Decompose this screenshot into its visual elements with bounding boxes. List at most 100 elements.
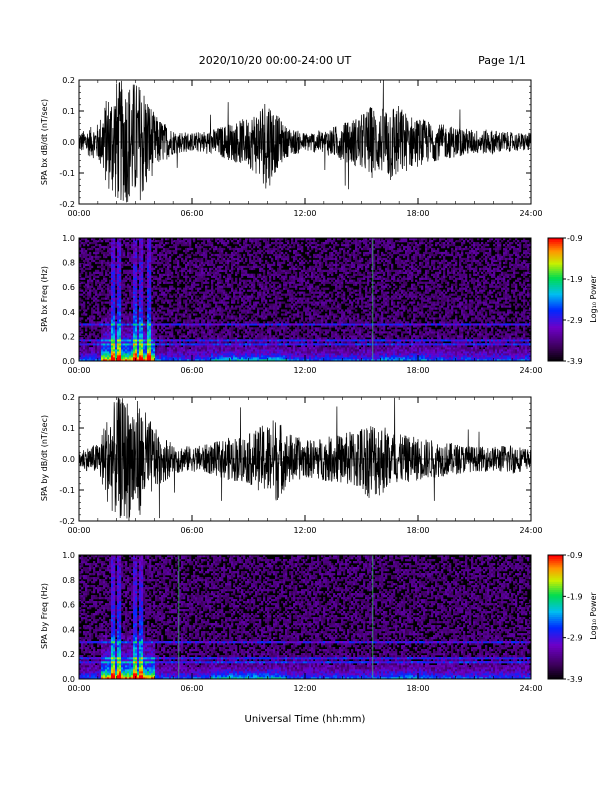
x-tick-label: 24:00 [519,209,542,218]
waveform-series [78,79,532,203]
colorbar-swatch [548,305,563,309]
colorbar-swatch [548,604,563,608]
colorbar-swatch [548,581,563,585]
colorbar-swatch [548,274,563,278]
colorbar-swatch [548,575,563,579]
colorbar-swatch [548,276,563,280]
colorbar-swatch [548,336,563,339]
y-tick-label: 0.0 [62,138,75,147]
spectrogram-cells [79,238,532,362]
y-tick-label: 0.1 [62,107,75,116]
colorbar-swatch [548,633,563,636]
colorbar-swatch [548,557,563,560]
by-waveform-plot: -0.2 -0.1 0.0 0.1 0.2 00:00 06:00 12:00 18:00 24:… [59,393,542,535]
colorbar-swatch [548,614,563,618]
colorbar-swatch [548,621,563,624]
colorbar-swatch [548,348,563,352]
y-tick-label: 0.4 [62,625,75,634]
x-tick-label: 12:00 [293,684,316,693]
colorbar-swatch [548,344,563,348]
x-tick-label: 18:00 [406,526,429,535]
colorbar-swatch [548,295,563,298]
colorbar-swatch [548,635,563,639]
y-tick-label: -0.2 [59,200,75,209]
colorbar-swatch [548,324,563,327]
colorbar-swatch [548,650,563,653]
colorbar-swatch [548,266,563,270]
bx-colorbar: Log₁₀ Power -0.9 -1.9 -2.9 -3.9 [547,234,598,366]
x-tick-label: 18:00 [406,209,429,218]
colorbar-swatch [548,250,563,253]
x-tick-label: 00:00 [67,209,90,218]
x-tick-label: 06:00 [180,526,203,535]
colorbar-swatch [548,262,563,266]
colorbar-swatch [548,606,563,610]
x-tick-label: 06:00 [180,684,203,693]
colorbar-swatch [548,654,563,657]
colorbar-swatch [548,563,563,566]
colorbar-swatch [548,561,563,564]
colorbar-swatch [548,565,563,568]
colorbar-swatch [548,674,563,678]
colorbar-swatch [548,289,563,292]
y-tick-label: 0.8 [62,259,75,268]
colorbar-swatch [548,610,563,614]
y-tick-label: -0.1 [59,486,75,495]
colorbar-swatch [548,602,563,605]
colorbar-swatch [548,260,563,263]
colorbar-swatch [548,617,563,620]
colorbar-swatch [548,590,563,593]
colorbar-swatch [548,637,563,641]
x-tick-label: 24:00 [519,526,542,535]
colorbar-swatch [548,569,563,572]
x-tick-label: 00:00 [67,366,90,375]
x-tick-label: 00:00 [67,684,90,693]
colorbar-tick-label: -3.9 [567,675,583,684]
colorbar-swatch [548,672,563,676]
y-tick-label: 0.2 [62,393,75,402]
y-tick-label: 0.2 [62,650,75,659]
colorbar-swatch [548,270,563,274]
x-tick-label: 12:00 [293,366,316,375]
colorbar-swatch [548,596,563,599]
colorbar-swatch [548,242,563,245]
x-tick-label: 06:00 [180,366,203,375]
colorbar-swatch [548,577,563,581]
colorbar-swatch [548,648,563,651]
colorbar-swatch [548,248,563,251]
bx-spectrogram-ylabel: SPA bx Freq (Hz) [40,266,49,332]
colorbar-swatch [548,287,563,290]
colorbar-swatch [548,303,563,307]
waveform-series [78,397,532,521]
colorbar-swatch [548,639,563,643]
y-tick-label: 0.0 [62,455,75,464]
colorbar-swatch [548,332,563,335]
colorbar-swatch [548,338,563,341]
colorbar-swatch [548,600,563,603]
colorbar-swatch [548,326,563,329]
colorbar-swatch [548,268,563,272]
colorbar-swatch [548,246,563,249]
colorbar-swatch [548,320,563,323]
colorbar-swatch [548,317,563,321]
colorbar-swatch [548,340,563,343]
by-waveform-ylabel: SPA by dB/dt (nT/sec) [40,415,49,501]
colorbar-swatch [548,291,563,294]
colorbar-swatch [548,256,563,259]
colorbar-swatch [548,573,563,577]
by-waveform-panel: -0.2 -0.1 0.0 0.1 0.2 00:00 06:00 12:00 18:00 24:… [40,393,543,535]
colorbar-swatch [548,662,563,665]
colorbar-swatch [548,664,563,667]
colorbar-tick-label: -0.9 [567,234,583,243]
colorbar-swatch [548,559,563,562]
colorbar-swatch [548,330,563,333]
y-tick-label: 0.8 [62,576,75,585]
y-tick-label: 1.0 [62,551,75,560]
bx-waveform-panel: -0.2 -0.1 0.0 0.1 0.2 00:00 06:00 12:00 18:00 24:… [40,76,543,218]
colorbar-swatch [548,583,563,587]
colorbar-swatch [548,627,563,630]
colorbar-swatch [548,619,563,622]
colorbar-swatch [548,352,563,356]
colorbar-tick-label: -3.9 [567,357,583,366]
